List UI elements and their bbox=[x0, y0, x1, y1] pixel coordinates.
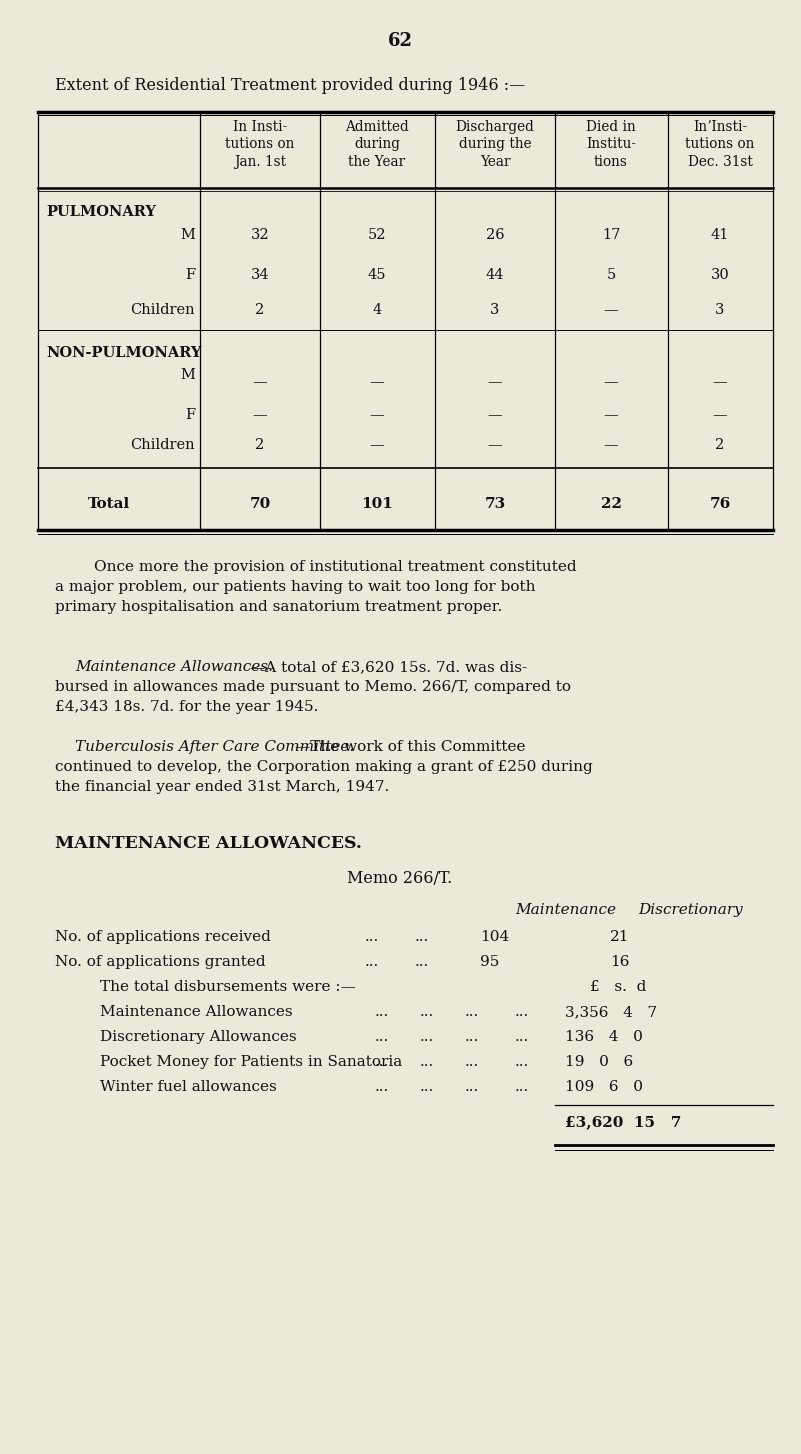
Text: No. of applications granted: No. of applications granted bbox=[55, 955, 266, 968]
Text: Maintenance Allowances: Maintenance Allowances bbox=[100, 1005, 292, 1019]
Text: —: — bbox=[370, 438, 384, 452]
Text: ...: ... bbox=[365, 931, 379, 944]
Text: MAINTENANCE ALLOWANCES.: MAINTENANCE ALLOWANCES. bbox=[55, 835, 362, 852]
Text: NON-PULMONARY: NON-PULMONARY bbox=[46, 346, 201, 361]
Text: ...: ... bbox=[415, 955, 429, 968]
Text: —: — bbox=[252, 409, 268, 422]
Text: 44: 44 bbox=[485, 268, 505, 282]
Text: —: — bbox=[370, 375, 384, 390]
Text: £   s.  d: £ s. d bbox=[590, 980, 646, 995]
Text: Children: Children bbox=[131, 302, 195, 317]
Text: —: — bbox=[488, 409, 502, 422]
Text: ...: ... bbox=[420, 1080, 434, 1093]
Text: 41: 41 bbox=[710, 228, 729, 241]
Text: The total disbursements were :—: The total disbursements were :— bbox=[100, 980, 356, 995]
Text: ...: ... bbox=[465, 1029, 479, 1044]
Text: 19   0   6: 19 0 6 bbox=[565, 1056, 634, 1069]
Text: —The work of this Committee: —The work of this Committee bbox=[295, 740, 525, 755]
Text: —: — bbox=[488, 438, 502, 452]
Text: Memo 266/T.: Memo 266/T. bbox=[348, 869, 453, 887]
Text: Admitted
during
the Year: Admitted during the Year bbox=[345, 121, 409, 169]
Text: PULMONARY: PULMONARY bbox=[46, 205, 156, 220]
Text: 17: 17 bbox=[602, 228, 620, 241]
Text: ...: ... bbox=[420, 1056, 434, 1069]
Text: 101: 101 bbox=[361, 497, 393, 510]
Text: Pocket Money for Patients in Sanatoria: Pocket Money for Patients in Sanatoria bbox=[100, 1056, 402, 1069]
Text: 109   6   0: 109 6 0 bbox=[565, 1080, 643, 1093]
Text: —: — bbox=[252, 375, 268, 390]
Text: 34: 34 bbox=[251, 268, 269, 282]
Text: continued to develop, the Corporation making a grant of £250 during
the financia: continued to develop, the Corporation ma… bbox=[55, 760, 593, 794]
Text: ...: ... bbox=[465, 1005, 479, 1019]
Text: Died in
Institu-
tions: Died in Institu- tions bbox=[586, 121, 636, 169]
Text: F: F bbox=[185, 268, 195, 282]
Text: Tuberculosis After Care Committee.: Tuberculosis After Care Committee. bbox=[75, 740, 354, 755]
Text: 2: 2 bbox=[256, 438, 264, 452]
Text: Total: Total bbox=[88, 497, 131, 510]
Text: ...: ... bbox=[420, 1005, 434, 1019]
Text: Children: Children bbox=[131, 438, 195, 452]
Text: 5: 5 bbox=[606, 268, 616, 282]
Text: InʼInsti-
tutions on
Dec. 31st: InʼInsti- tutions on Dec. 31st bbox=[686, 121, 755, 169]
Text: ...: ... bbox=[375, 1080, 389, 1093]
Text: 76: 76 bbox=[710, 497, 731, 510]
Text: 21: 21 bbox=[610, 931, 630, 944]
Text: ...: ... bbox=[465, 1080, 479, 1093]
Text: 70: 70 bbox=[249, 497, 271, 510]
Text: —: — bbox=[370, 409, 384, 422]
Text: 136   4   0: 136 4 0 bbox=[565, 1029, 643, 1044]
Text: Discharged
during the
Year: Discharged during the Year bbox=[456, 121, 534, 169]
Text: Discretionary: Discretionary bbox=[638, 903, 743, 917]
Text: 104: 104 bbox=[480, 931, 509, 944]
Text: ...: ... bbox=[515, 1080, 529, 1093]
Text: 32: 32 bbox=[251, 228, 269, 241]
Text: Discretionary Allowances: Discretionary Allowances bbox=[100, 1029, 296, 1044]
Text: Once more the provision of institutional treatment constituted
a major problem, : Once more the provision of institutional… bbox=[55, 560, 577, 614]
Text: Maintenance Allowances.: Maintenance Allowances. bbox=[75, 660, 273, 675]
Text: —: — bbox=[604, 375, 618, 390]
Text: 52: 52 bbox=[368, 228, 386, 241]
Text: 22: 22 bbox=[601, 497, 622, 510]
Text: —: — bbox=[604, 438, 618, 452]
Text: 26: 26 bbox=[485, 228, 505, 241]
Text: ...: ... bbox=[375, 1005, 389, 1019]
Text: ...: ... bbox=[375, 1029, 389, 1044]
Text: No. of applications received: No. of applications received bbox=[55, 931, 271, 944]
Text: —: — bbox=[604, 409, 618, 422]
Text: 16: 16 bbox=[610, 955, 630, 968]
Text: 73: 73 bbox=[485, 497, 505, 510]
Text: —: — bbox=[604, 302, 618, 317]
Text: 2: 2 bbox=[256, 302, 264, 317]
Text: ...: ... bbox=[515, 1029, 529, 1044]
Text: 4: 4 bbox=[372, 302, 381, 317]
Text: ...: ... bbox=[420, 1029, 434, 1044]
Text: F: F bbox=[185, 409, 195, 422]
Text: M: M bbox=[180, 368, 195, 382]
Text: ...: ... bbox=[365, 955, 379, 968]
Text: 3,356   4   7: 3,356 4 7 bbox=[565, 1005, 657, 1019]
Text: —: — bbox=[713, 375, 727, 390]
Text: 3: 3 bbox=[715, 302, 725, 317]
Text: 62: 62 bbox=[388, 32, 413, 49]
Text: £3,620  15   7: £3,620 15 7 bbox=[565, 1115, 682, 1128]
Text: 30: 30 bbox=[710, 268, 730, 282]
Text: M: M bbox=[180, 228, 195, 241]
Text: 3: 3 bbox=[490, 302, 500, 317]
Text: Extent of Residential Treatment provided during 1946 :—: Extent of Residential Treatment provided… bbox=[55, 77, 525, 95]
Text: ...: ... bbox=[515, 1056, 529, 1069]
Text: Maintenance: Maintenance bbox=[515, 903, 616, 917]
Text: ...: ... bbox=[465, 1056, 479, 1069]
Text: —A total of £3,620 15s. 7d. was dis-: —A total of £3,620 15s. 7d. was dis- bbox=[250, 660, 527, 675]
Text: ...: ... bbox=[375, 1056, 389, 1069]
Text: ...: ... bbox=[415, 931, 429, 944]
Text: —: — bbox=[488, 375, 502, 390]
Text: —: — bbox=[713, 409, 727, 422]
Text: ...: ... bbox=[515, 1005, 529, 1019]
Text: In Insti-
tutions on
Jan. 1st: In Insti- tutions on Jan. 1st bbox=[225, 121, 295, 169]
Text: 95: 95 bbox=[480, 955, 499, 968]
Text: bursed in allowances made pursuant to Memo. 266/T, compared to
£4,343 18s. 7d. f: bursed in allowances made pursuant to Me… bbox=[55, 680, 571, 714]
Text: 45: 45 bbox=[368, 268, 386, 282]
Text: 2: 2 bbox=[715, 438, 725, 452]
Text: Winter fuel allowances: Winter fuel allowances bbox=[100, 1080, 277, 1093]
